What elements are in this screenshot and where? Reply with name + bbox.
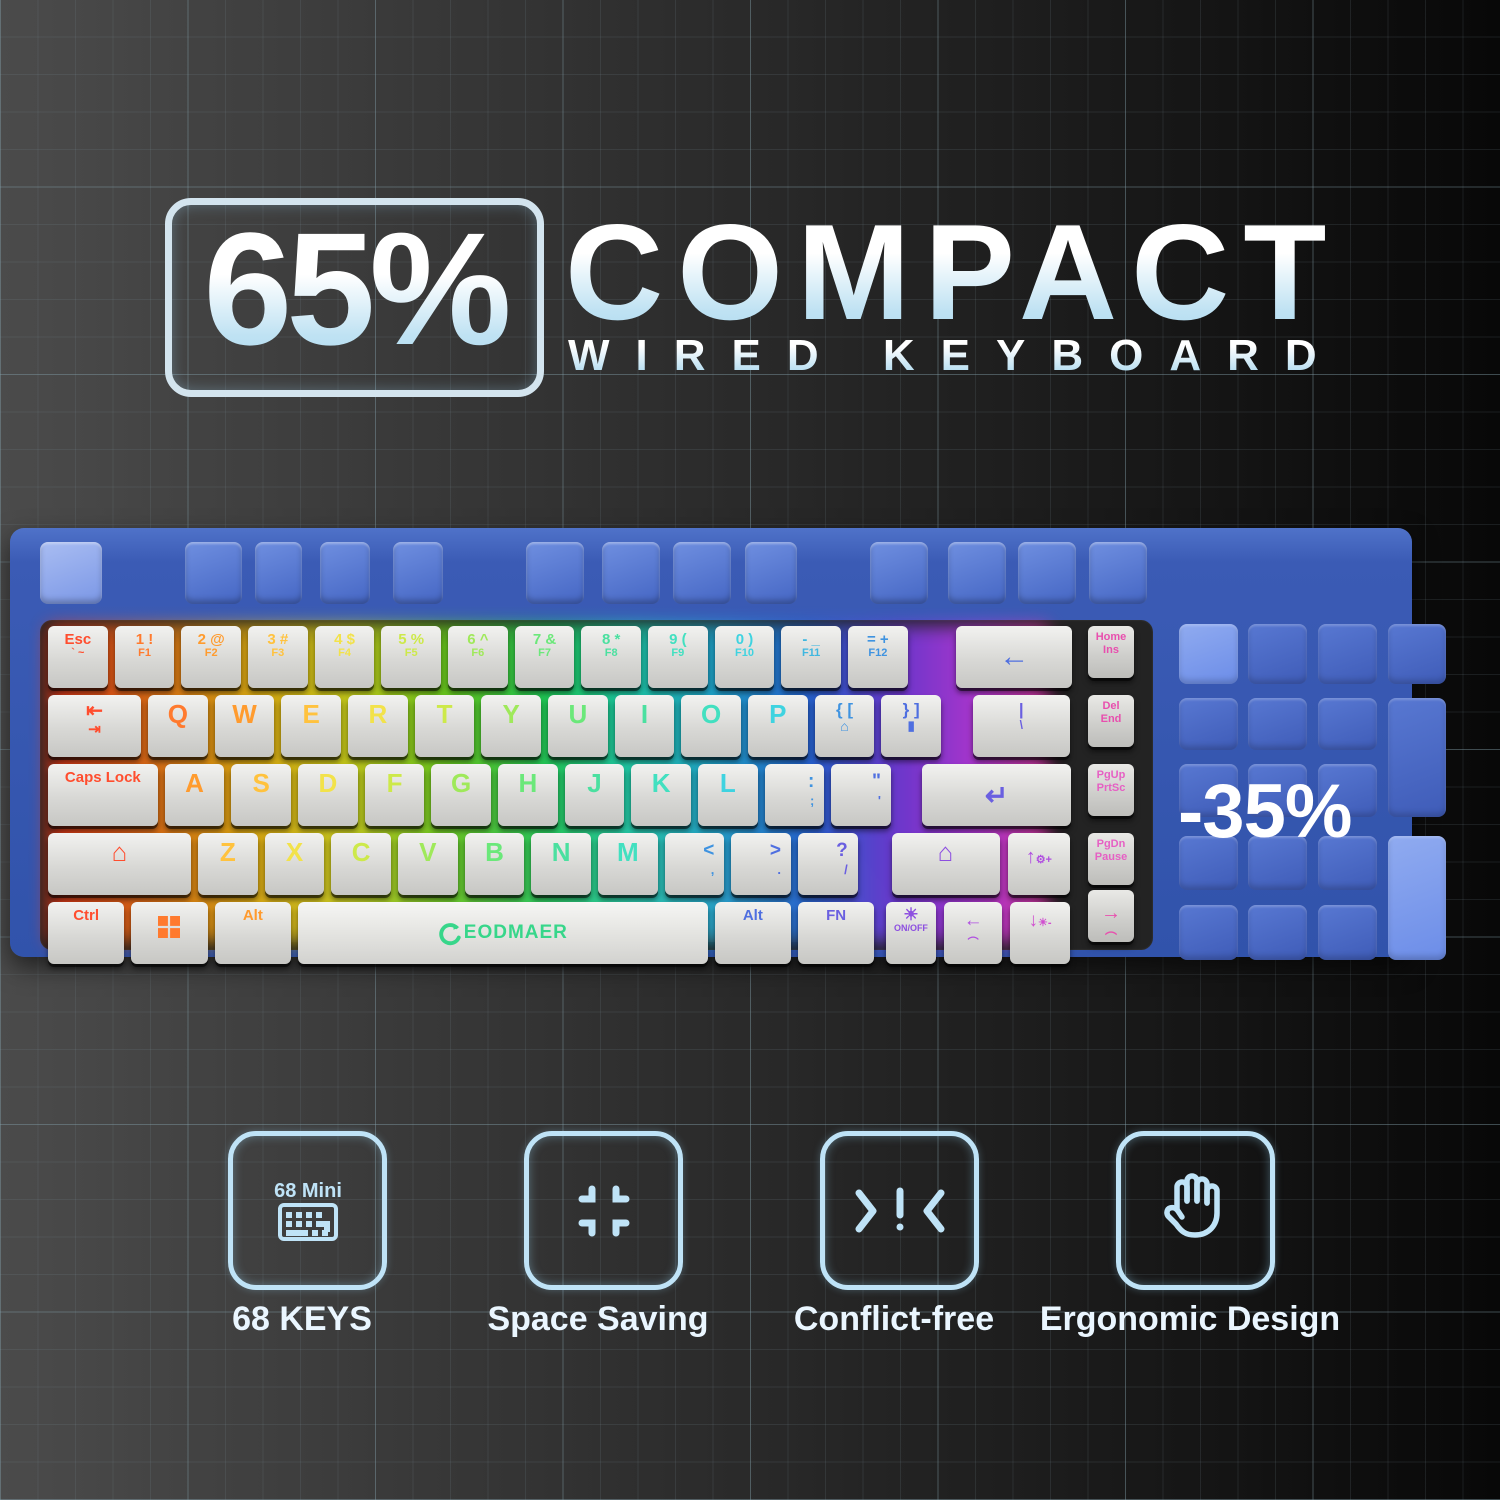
svg-text:68 Mini: 68 Mini xyxy=(274,1180,342,1202)
